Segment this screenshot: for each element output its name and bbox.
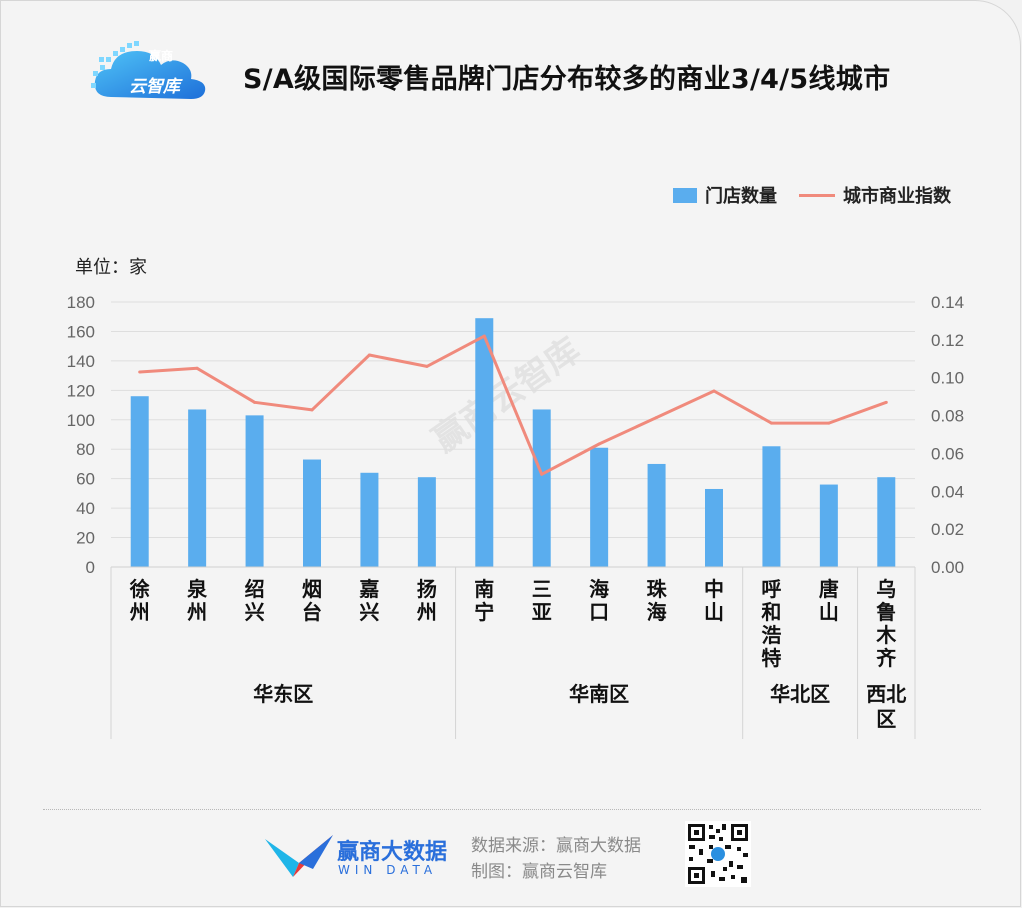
x-tick-label: 唐山 bbox=[819, 577, 839, 624]
y-left-tick-label: 20 bbox=[76, 529, 95, 548]
x-tick-label: 绍兴 bbox=[245, 577, 265, 624]
y-right-tick-label: 0.02 bbox=[931, 520, 964, 539]
unit-label: 单位：家 bbox=[75, 257, 147, 278]
y-left-tick-label: 100 bbox=[67, 411, 95, 430]
cloud-logo-icon bbox=[91, 41, 206, 99]
y-right-tick-label: 0.12 bbox=[931, 331, 964, 350]
x-tick-label: 中山 bbox=[704, 577, 724, 624]
combo-chart: 0 20 40 60 80 100 120 140 160 180 0.00 0.02 0.04 0.06… bbox=[67, 293, 964, 739]
bar bbox=[819, 484, 838, 567]
line-point bbox=[367, 353, 371, 357]
bar bbox=[360, 472, 379, 567]
x-tick-label: 呼和浩特 bbox=[761, 577, 781, 670]
group-label: 西北区 bbox=[866, 682, 906, 731]
chart-title: S/A级国际零售品牌门店分布较多的商业3/4/5线城市 bbox=[243, 64, 891, 95]
x-tick-label: 徐州 bbox=[129, 577, 150, 624]
win-data-logo-icon bbox=[265, 835, 333, 877]
bar bbox=[303, 459, 321, 567]
bar bbox=[762, 446, 781, 567]
x-tick-label: 海口 bbox=[589, 577, 609, 624]
legend-bar-label: 门店数量 bbox=[705, 186, 777, 207]
bar bbox=[188, 409, 207, 567]
y-right-tick-label: 0.04 bbox=[931, 482, 964, 501]
bar bbox=[705, 488, 723, 567]
logo-main-text: 云智库 bbox=[129, 77, 180, 97]
y-right-tick-label: 0.10 bbox=[931, 369, 964, 388]
y-right-tick-label: 0.06 bbox=[931, 444, 964, 463]
y-right-tick-label: 0.08 bbox=[931, 407, 964, 426]
x-tick-label: 三亚 bbox=[532, 577, 552, 624]
group-label: 华南区 bbox=[569, 682, 629, 706]
y-left-tick-label: 160 bbox=[67, 322, 95, 341]
footer-brand-cn: 赢商大数据 bbox=[337, 840, 448, 865]
footer-brand-en: WIN DATA bbox=[338, 863, 438, 877]
group-label: 华东区 bbox=[253, 682, 313, 706]
line-point bbox=[482, 334, 486, 338]
legend-bar-swatch bbox=[673, 187, 697, 203]
y-left-tick-label: 180 bbox=[67, 293, 95, 312]
chart-maker-text: 制图：赢商云智库 bbox=[471, 862, 607, 882]
line-point bbox=[884, 400, 888, 404]
bar bbox=[130, 396, 149, 567]
bar bbox=[475, 318, 494, 567]
y-right-tick-label: 0.00 bbox=[931, 558, 964, 577]
line-point bbox=[310, 408, 314, 412]
line-point bbox=[827, 421, 831, 425]
y-left-tick-label: 60 bbox=[76, 470, 95, 489]
legend-line-label: 城市商业指数 bbox=[843, 186, 951, 207]
group-label: 华北区 bbox=[770, 682, 830, 706]
y-left-tick-label: 0 bbox=[86, 558, 95, 577]
line-point bbox=[655, 415, 659, 419]
x-tick-label: 烟台 bbox=[302, 577, 322, 624]
bar bbox=[417, 477, 436, 567]
bar bbox=[245, 415, 264, 567]
line-point bbox=[769, 421, 773, 425]
index-line bbox=[139, 334, 887, 476]
chart-legend: 门店数量 城市商业指数 bbox=[673, 183, 951, 207]
footer-divider bbox=[43, 809, 981, 810]
x-tick-label: 珠海 bbox=[647, 577, 668, 624]
y-right-tick-label: 0.14 bbox=[931, 293, 964, 312]
bar bbox=[532, 409, 551, 567]
legend-line-swatch bbox=[799, 193, 835, 197]
y-left-tick-label: 140 bbox=[67, 352, 95, 371]
x-tick-label: 泉州 bbox=[186, 577, 208, 624]
y-left-tick-label: 40 bbox=[76, 499, 95, 518]
line-point bbox=[597, 442, 601, 446]
logo-top-text: 赢商 bbox=[149, 49, 174, 63]
line-point bbox=[253, 400, 257, 404]
bar bbox=[590, 447, 609, 567]
line-point bbox=[425, 364, 429, 368]
line-point bbox=[540, 472, 544, 476]
bar bbox=[647, 463, 666, 567]
data-source-text: 数据来源：赢商大数据 bbox=[471, 836, 641, 856]
y-left-tick-label: 120 bbox=[67, 381, 95, 400]
x-tick-label: 扬州 bbox=[417, 577, 437, 624]
line-point bbox=[138, 370, 142, 374]
line-point bbox=[712, 389, 716, 393]
y-left-tick-label: 80 bbox=[76, 440, 95, 459]
x-tick-label: 乌鲁木齐 bbox=[875, 577, 897, 670]
x-tick-label: 南宁 bbox=[474, 577, 494, 624]
x-tick-label: 嘉兴 bbox=[358, 577, 379, 624]
bar bbox=[877, 477, 896, 567]
line-point bbox=[195, 366, 199, 370]
qr-code-icon bbox=[685, 821, 751, 887]
